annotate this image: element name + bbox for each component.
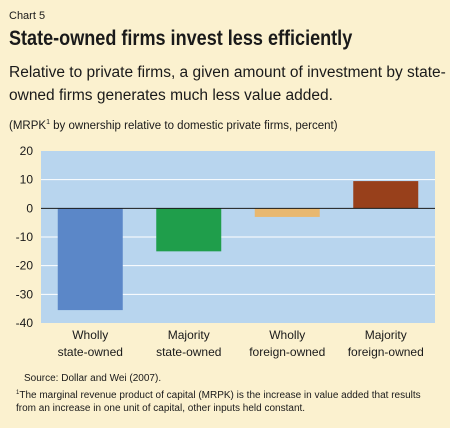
x-tick-label: Wholly (269, 328, 305, 342)
footnote-mark: 1 (16, 390, 20, 396)
y-tick-label: 10 (20, 173, 34, 187)
x-tick-label: Wholly (72, 328, 108, 342)
y-axis-label: (MRPK1 by ownership relative to domestic… (9, 119, 338, 132)
x-tick-label: foreign-owned (249, 345, 325, 359)
chart-number: Chart 5 (9, 10, 46, 22)
source-note: Source: Dollar and Wei (2007). (24, 373, 162, 384)
footnote-mark: 1 (46, 119, 50, 126)
x-tick-label: foreign-owned (348, 345, 424, 359)
y-tick-label: 20 (20, 144, 34, 158)
bar (353, 181, 419, 209)
x-tick-label: Majority (365, 328, 407, 342)
y-tick-label: -30 (16, 287, 34, 301)
x-tick-label: Majority (168, 328, 210, 342)
y-tick-label: -10 (16, 230, 34, 244)
bar (57, 208, 123, 311)
y-tick-label: -40 (16, 316, 34, 330)
bar (254, 208, 320, 217)
bar (156, 208, 222, 252)
chart-subtitle: Relative to private firms, a given amoun… (9, 64, 446, 104)
y-tick-label: -20 (16, 259, 34, 273)
x-tick-label: state-owned (156, 345, 221, 359)
footnote: 1The marginal revenue product of capital… (16, 390, 421, 414)
chart-title: State-owned firms invest less efficientl… (9, 27, 353, 50)
x-tick-label: state-owned (58, 345, 123, 359)
y-tick-label: 0 (26, 201, 33, 215)
